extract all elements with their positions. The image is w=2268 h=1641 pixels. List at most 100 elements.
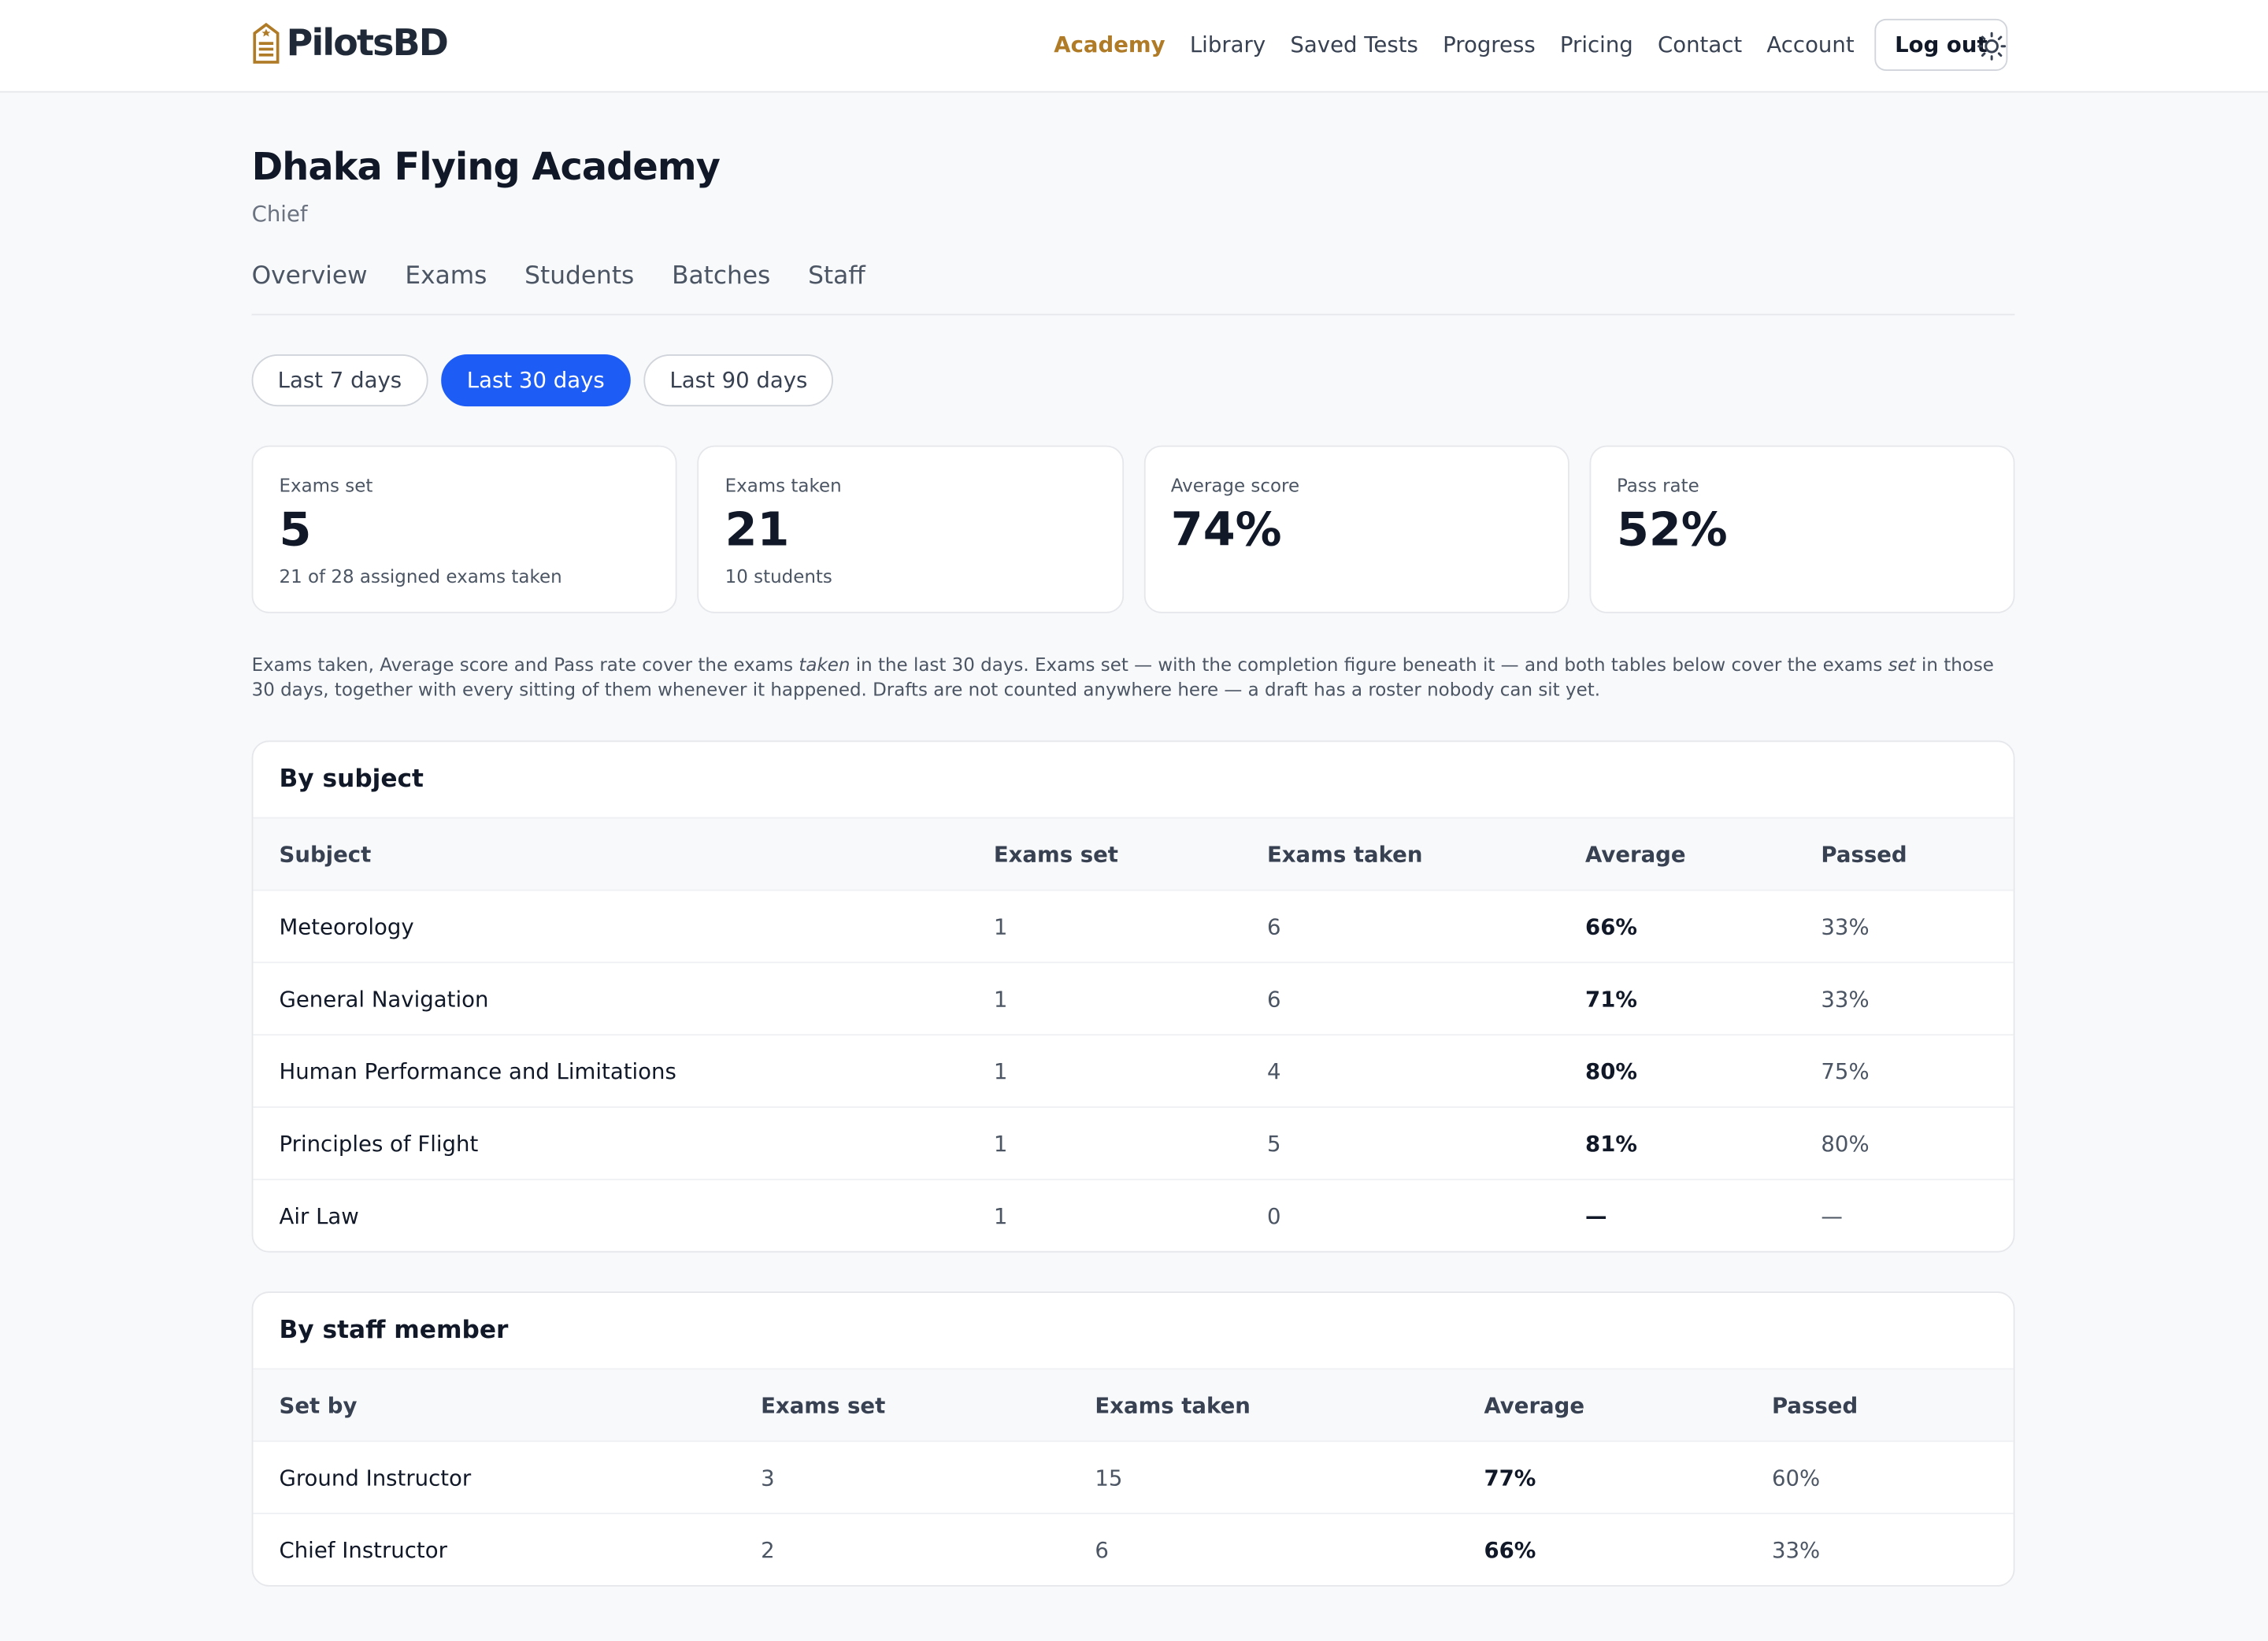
- table-title: By staff member: [279, 1316, 509, 1346]
- cell: —: [1821, 1202, 1843, 1229]
- cell: 6: [1266, 913, 1281, 939]
- table-header: Set by Exams set Exams taken Average Passed: [253, 1368, 2014, 1441]
- tabs: Overview Exams Students Batches Staff: [251, 261, 2015, 316]
- cell: 6: [1266, 985, 1281, 1012]
- cell: Meteorology: [279, 913, 414, 939]
- cell: 80%: [1821, 1130, 1870, 1157]
- tab[interactable]: Batches: [672, 261, 771, 291]
- cell: General Navigation: [279, 985, 489, 1012]
- logout-button[interactable]: Log out: [1874, 18, 2008, 71]
- table-row: Air Law 1 0 — —: [253, 1178, 2014, 1251]
- table-row: Principles of Flight 1 5 81% 80%: [253, 1106, 2014, 1179]
- column-header: Subject: [279, 841, 372, 868]
- stat-card: Exams set 5 21 of 28 assigned exams taken: [251, 445, 678, 613]
- nav-link[interactable]: Pricing: [1559, 31, 1633, 58]
- filters: Last 7 days Last 30 days Last 90 days: [251, 354, 2015, 407]
- filter-pill[interactable]: Last 30 days: [440, 354, 631, 407]
- nav-link[interactable]: Contact: [1658, 31, 1743, 58]
- filter-pill[interactable]: Last 90 days: [643, 354, 834, 407]
- table-card: By staff member Set by Exams set Exams take…: [251, 1291, 2015, 1587]
- column-header: Exams taken: [1095, 1391, 1251, 1418]
- nav-link[interactable]: Account: [1766, 31, 1855, 58]
- stat-label: Exams taken: [724, 474, 842, 496]
- column-header: Passed: [1821, 841, 1907, 868]
- brand-name: PilotsBD: [286, 20, 449, 63]
- cell: 1: [993, 913, 1008, 939]
- cell: 0: [1266, 1202, 1281, 1229]
- stat-value: 5: [279, 502, 312, 557]
- stat-value: 21: [724, 502, 790, 557]
- nav-links: Academy Library Saved Tests Progress Pricing…: [1054, 18, 2008, 71]
- cell: 77%: [1484, 1464, 1536, 1491]
- cell: 75%: [1821, 1058, 1870, 1084]
- cell: Ground Instructor: [279, 1464, 472, 1491]
- cell: 1: [993, 1130, 1008, 1157]
- column-header: Exams taken: [1266, 841, 1423, 868]
- tab[interactable]: Exams: [405, 261, 487, 291]
- stat-label: Pass rate: [1616, 474, 1699, 496]
- stat-note: 10 students: [724, 565, 832, 587]
- tab[interactable]: Overview: [251, 261, 368, 291]
- nav-link[interactable]: Progress: [1443, 31, 1536, 58]
- stat-value: 74%: [1170, 502, 1282, 557]
- cell: Principles of Flight: [279, 1130, 479, 1157]
- navbar: PilotsBD Academy Library Saved Tests Progre…: [0, 0, 2268, 93]
- note-text: set: [1888, 654, 1916, 676]
- column-header: Exams set: [993, 841, 1118, 868]
- column-header: Average: [1484, 1391, 1585, 1418]
- nav-link[interactable]: Academy: [1054, 31, 1166, 58]
- filter-pill[interactable]: Last 7 days: [251, 354, 428, 407]
- column-header: Passed: [1771, 1391, 1858, 1418]
- nav-link[interactable]: Library: [1189, 31, 1266, 58]
- role: Chief: [251, 201, 308, 228]
- cell: 1: [993, 1202, 1008, 1229]
- stat-card: Average score 74%: [1143, 445, 1569, 613]
- note-text: in the last 30 days. Exams set — with th…: [850, 654, 1888, 676]
- cell: 66%: [1585, 913, 1637, 939]
- nav-link[interactable]: Saved Tests: [1290, 31, 1418, 58]
- theme-toggle[interactable]: [1977, 31, 2007, 61]
- cell: 81%: [1585, 1130, 1637, 1157]
- note-text: Exams taken, Average score and Pass rate…: [251, 654, 799, 676]
- cell: 6: [1095, 1536, 1109, 1563]
- table-row: Human Performance and Limitations 1 4 80% 75…: [253, 1034, 2014, 1106]
- stat-card: Pass rate 52%: [1589, 445, 2015, 613]
- stat-note: 21 of 28 assigned exams taken: [279, 565, 562, 587]
- logo-icon: [253, 22, 280, 64]
- cell: 80%: [1585, 1058, 1637, 1084]
- table-title: By subject: [279, 765, 424, 795]
- table-row: Meteorology 1 6 66% 33%: [253, 889, 2014, 962]
- column-header: Set by: [279, 1391, 358, 1418]
- cell: Chief Instructor: [279, 1536, 447, 1563]
- table-row: Chief Instructor 2 6 66% 33%: [253, 1513, 2014, 1585]
- tab[interactable]: Staff: [808, 261, 865, 291]
- stat-label: Exams set: [279, 474, 373, 496]
- cell: 5: [1266, 1130, 1281, 1157]
- brand[interactable]: PilotsBD: [252, 20, 449, 64]
- stat-value: 52%: [1616, 502, 1728, 557]
- table-row: Ground Instructor 3 15 77% 60%: [253, 1440, 2014, 1513]
- content: Dhaka Flying Academy Chief Overview Exams…: [251, 91, 2015, 1587]
- stats: Exams set 5 21 of 28 assigned exams taken E…: [251, 445, 2015, 613]
- cell: 1: [993, 985, 1008, 1012]
- cell: 3: [761, 1464, 775, 1491]
- cell: 15: [1095, 1464, 1123, 1491]
- table-card: By subject Subject Exams set Exams taken Ave…: [251, 740, 2015, 1253]
- note-text: in those 30 days, together with every si…: [251, 654, 1994, 700]
- cell: 71%: [1585, 985, 1637, 1012]
- note-text: taken: [799, 654, 850, 676]
- cell: 2: [761, 1536, 775, 1563]
- table-header: Subject Exams set Exams taken Average Passed: [253, 817, 2014, 890]
- cell: 33%: [1771, 1536, 1821, 1563]
- cell: Human Performance and Limitations: [279, 1058, 676, 1084]
- tab[interactable]: Students: [524, 261, 635, 291]
- cell: 1: [993, 1058, 1008, 1084]
- stat-card: Exams taken 21 10 students: [697, 445, 1124, 613]
- page-title: Dhaka Flying Academy: [251, 146, 721, 190]
- cell: Air Law: [279, 1202, 359, 1229]
- cell: 33%: [1821, 913, 1870, 939]
- stat-label: Average score: [1170, 474, 1300, 496]
- cell: 4: [1266, 1058, 1281, 1084]
- cell: 60%: [1771, 1464, 1821, 1491]
